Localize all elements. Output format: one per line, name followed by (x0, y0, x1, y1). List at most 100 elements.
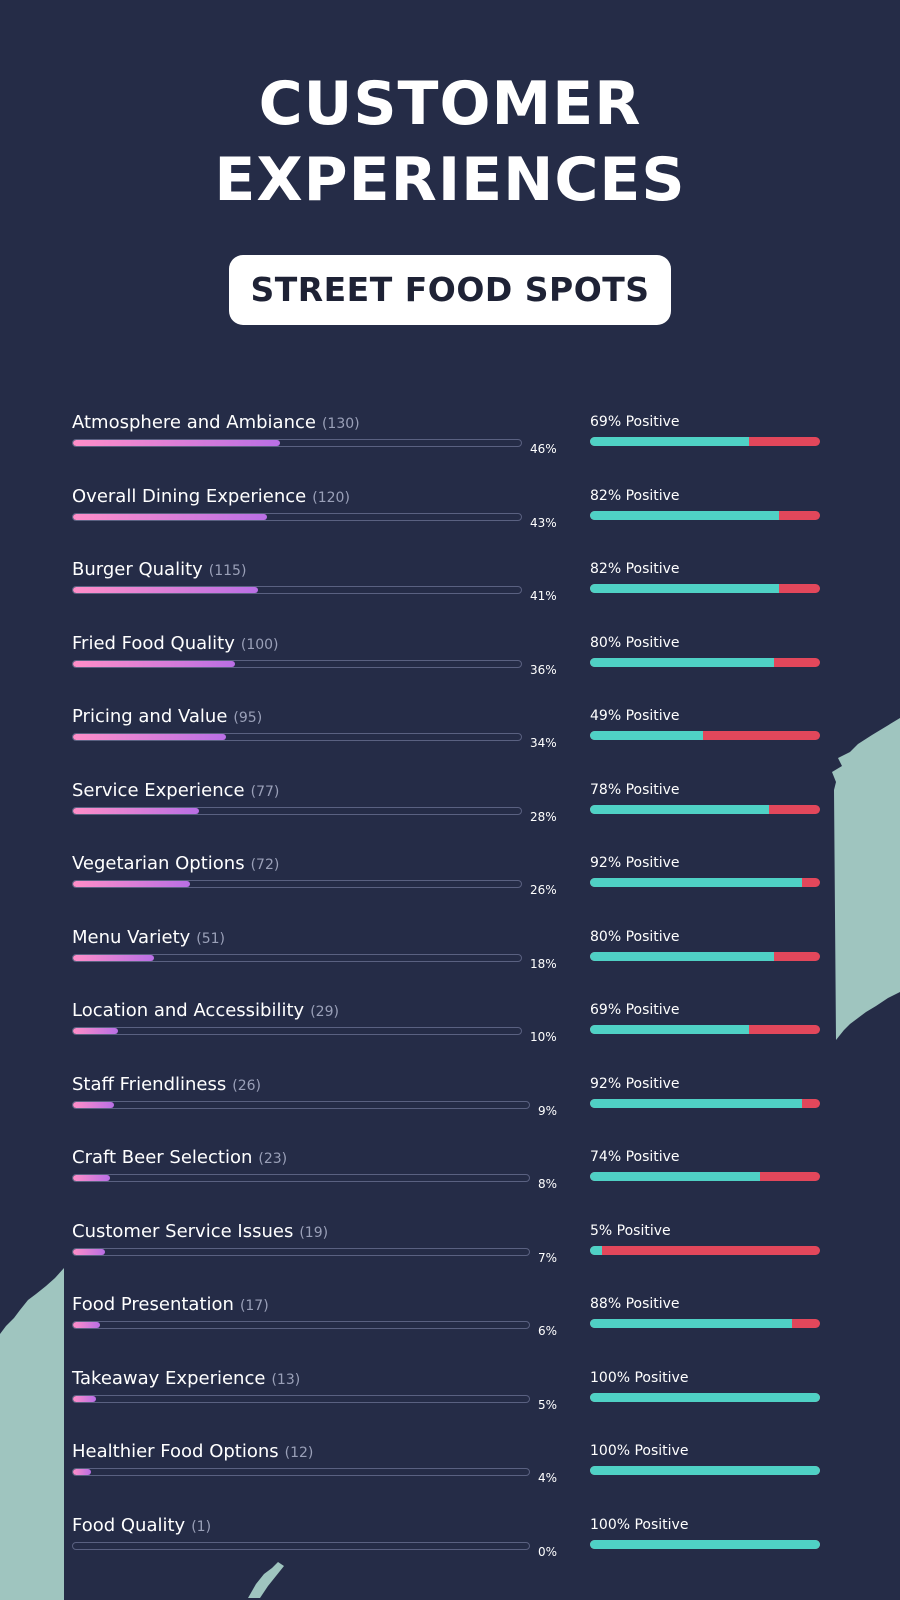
sentiment-bar (590, 1098, 820, 1108)
sentiment-positive-bar (590, 1025, 749, 1034)
positive-label: 82% Positive (590, 487, 680, 504)
positive-label: 69% Positive (590, 414, 680, 430)
mention-share-bar (73, 1469, 92, 1475)
sentiment-bar (590, 878, 820, 887)
mention-share-label: 41% (530, 589, 557, 603)
sentiment-bar (590, 657, 820, 667)
sentiment-positive-bar (590, 1392, 820, 1402)
category-count: (26) (232, 1077, 261, 1094)
category-name: Food Presentation (72, 1294, 234, 1315)
sentiment-bar (590, 584, 820, 593)
sentiment-positive-bar (590, 951, 774, 961)
positive-label: 92% Positive (590, 855, 680, 871)
mention-share-bar (73, 1175, 110, 1181)
category-name: Overall Dining Experience (72, 485, 307, 507)
category-count: (115) (208, 563, 247, 579)
mention-share-bar (73, 587, 258, 593)
mention-share-label: 9% (538, 1103, 558, 1118)
category-label: Pricing and Value (95) (72, 706, 262, 727)
category-name: Craft Beer Selection (72, 1147, 253, 1168)
sentiment-positive-bar (590, 510, 779, 520)
positive-label: 88% Positive (590, 1296, 680, 1312)
mention-share-bar (73, 660, 235, 667)
sentiment-bar (590, 951, 820, 961)
title-line-1: CUSTOMER (258, 69, 642, 139)
chart-row: Customer Service Issues (19) 7% 5% Positive (0, 1221, 900, 1281)
category-label: Customer Service Issues (19) (72, 1221, 328, 1242)
category-name: Burger Quality (72, 559, 203, 580)
sentiment-positive-bar (590, 1098, 802, 1108)
chart-row: Menu Variety (51) 18% 80% Positive (0, 927, 900, 987)
mention-share-track (72, 439, 522, 447)
positive-label: 78% Positive (590, 781, 680, 798)
category-count: (29) (310, 1004, 339, 1020)
mention-share-track (72, 806, 522, 815)
sentiment-bar (590, 510, 820, 520)
mention-share-bar (73, 440, 280, 446)
positive-label: 100% Positive (590, 1516, 689, 1533)
mention-share-track (72, 512, 522, 521)
category-count: (120) (312, 489, 350, 506)
positive-label: 74% Positive (590, 1149, 680, 1165)
positive-label: 82% Positive (590, 561, 680, 577)
chart-row: Vegetarian Options (72) 26% 92% Positive (0, 853, 900, 913)
category-label: Location and Accessibility (29) (72, 1000, 339, 1021)
title-line-2: EXPERIENCES (214, 145, 686, 215)
chart-row: Pricing and Value (95) 34% 49% Positive (0, 706, 900, 766)
mention-share-bar (73, 807, 199, 814)
mention-share-label: 43% (530, 515, 557, 530)
sentiment-positive-bar (590, 1466, 820, 1475)
mention-share-label: 34% (530, 736, 557, 750)
category-count: (12) (284, 1445, 314, 1461)
mention-share-track (72, 1394, 530, 1403)
mention-share-track (72, 1174, 530, 1182)
chart-row: Takeaway Experience (13) 5% 100% Positive (0, 1368, 900, 1428)
positive-label: 49% Positive (590, 708, 680, 724)
category-name: Fried Food Quality (72, 632, 235, 654)
category-count: (13) (271, 1371, 301, 1388)
category-name: Menu Variety (72, 926, 191, 948)
mention-share-track (72, 880, 522, 888)
sentiment-positive-bar (590, 1245, 602, 1255)
mention-share-bar (73, 734, 226, 740)
chart-row: Healthier Food Options (12) 4% 100% Positiv… (0, 1441, 900, 1501)
mention-share-track (72, 1027, 522, 1035)
sentiment-positive-bar (590, 657, 774, 667)
category-label: Overall Dining Experience (120) (72, 486, 350, 507)
category-label: Craft Beer Selection (23) (72, 1147, 287, 1168)
chart-row: Location and Accessibility (29) 10% 69% Pos… (0, 1000, 900, 1060)
category-name: Takeaway Experience (72, 1367, 266, 1389)
mention-share-bar (73, 1322, 101, 1328)
chart-row: Food Presentation (17) 6% 88% Positive (0, 1294, 900, 1354)
sentiment-bar (590, 1319, 820, 1328)
chart-row: Burger Quality (115) 41% 82% Positive (0, 559, 900, 619)
category-label: Food Quality (1) (72, 1515, 211, 1536)
mention-share-bar (73, 513, 267, 520)
mention-share-label: 8% (538, 1177, 558, 1191)
category-count: (72) (250, 857, 280, 873)
category-count: (100) (240, 636, 279, 653)
category-label: Atmosphere and Ambiance (130) (72, 412, 360, 433)
mention-share-bar (73, 1028, 118, 1034)
subtitle-badge: STREET FOOD SPOTS (229, 255, 671, 325)
sentiment-bar (590, 1539, 820, 1549)
sentiment-positive-bar (590, 437, 749, 446)
category-name: Customer Service Issues (72, 1220, 294, 1242)
category-label: Healthier Food Options (12) (72, 1441, 313, 1462)
category-label: Menu Variety (51) (72, 927, 225, 948)
category-count: (17) (239, 1298, 269, 1314)
mention-share-label: 36% (530, 662, 557, 677)
category-name: Atmosphere and Ambiance (72, 412, 316, 433)
category-name: Service Experience (72, 779, 245, 801)
mention-share-track (72, 586, 522, 594)
category-label: Burger Quality (115) (72, 559, 246, 580)
chart-row: Service Experience (77) 28% 78% Positive (0, 780, 900, 840)
mention-share-track (72, 733, 522, 741)
mention-share-track (72, 1321, 530, 1329)
positive-label: 80% Positive (590, 928, 680, 945)
category-name: Food Quality (72, 1514, 186, 1536)
chart-row: Food Quality (1) 0% 100% Positive (0, 1515, 900, 1575)
positive-label: 100% Positive (590, 1369, 689, 1386)
mention-share-track (72, 1247, 530, 1256)
